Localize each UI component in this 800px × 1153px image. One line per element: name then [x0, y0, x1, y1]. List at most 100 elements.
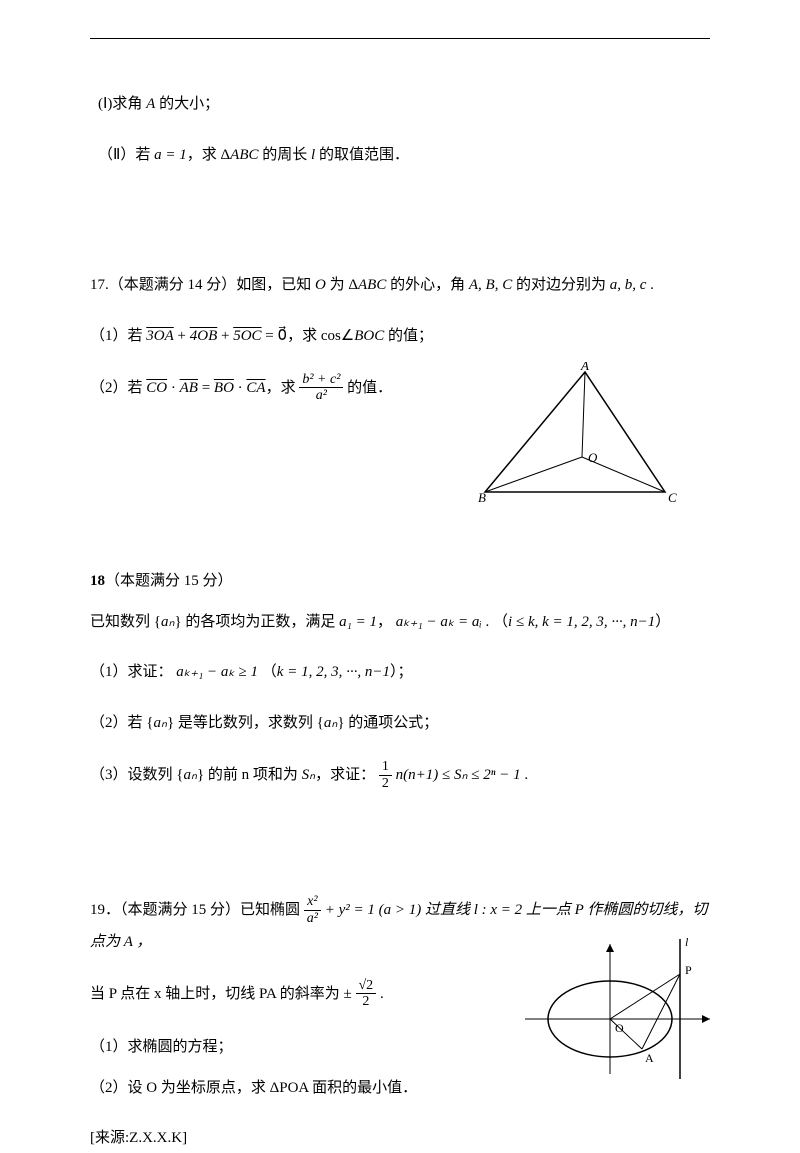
- q17-p2-suf: 的值．: [347, 380, 392, 396]
- q18-i-a1: a₁ = 1: [339, 614, 377, 630]
- q17-h-O: O: [315, 277, 326, 293]
- q18-p3-mid: } 的前 n 项和为: [197, 767, 302, 783]
- q17-p2-frac: b² + c² a²: [299, 372, 343, 405]
- label-o: O: [588, 450, 598, 465]
- q18-part1: （1）求证： aₖ₊₁ − aₖ ≥ 1 （k = 1, 2, 3, ···, …: [90, 658, 710, 687]
- q18-p3-Sn2: Sₙ: [454, 767, 467, 783]
- q18-p2-mid: } 是等比数列，求数列 {: [167, 715, 324, 731]
- q17-p1-pre: （1）若: [90, 328, 146, 344]
- q17-p1-ang: BOC: [354, 328, 384, 344]
- q18-p3-frac: 1 2: [379, 759, 392, 792]
- q19-src: [来源:Z.X.X.K]: [90, 1130, 187, 1146]
- q17-h-b: 为 Δ: [326, 277, 358, 293]
- q18-i-cond: i ≤ k, k = 1, 2, 3, ···, n−1: [508, 614, 655, 630]
- q17-h-e: .: [646, 277, 654, 293]
- q19-f1-num: x²: [304, 894, 321, 910]
- y-arrow-icon: [606, 944, 614, 952]
- q17-p1-plus2: +: [217, 328, 233, 344]
- q17-p1-plus: +: [174, 328, 190, 344]
- q16-p2-mid2: 的周长: [259, 147, 312, 163]
- q18-p3-eq1: n(n+1) ≤: [396, 767, 454, 783]
- q19-l2-a: 当 P 点在 x 轴上时，切线 PA 的斜率为 ±: [90, 986, 356, 1002]
- q17-p2-r2: CA: [246, 380, 265, 396]
- q18-p1-pre: （1）求证：: [90, 664, 176, 680]
- q18-p2-suf: } 的通项公式；: [337, 715, 438, 731]
- q18-p2-pre: （2）若 {: [90, 715, 153, 731]
- label-p: P: [685, 963, 692, 977]
- q17-p2-pre: （2）若: [90, 380, 146, 396]
- q18-p3-pre: （3）设数列 {: [90, 767, 183, 783]
- q19-f2-den: 2: [356, 994, 377, 1011]
- q17-p2-mid: ，求: [266, 380, 300, 396]
- q19-header: 19．（本题满分 15 分）已知椭圆 x² a² + y² = 1 (a > 1…: [90, 894, 710, 956]
- q18-i-a: 已知数列 {: [90, 614, 161, 630]
- page-top-rule: [90, 38, 710, 39]
- q17-figure: A B C O: [470, 362, 680, 512]
- q19-line2: 当 P 点在 x 轴上时，切线 PA 的斜率为 ± √2 2 .: [90, 978, 510, 1011]
- q16-p2-prefix: （Ⅱ）若: [98, 147, 154, 163]
- q17-part2: （2）若 CO · AB = BO · CA，求 b² + c² a² 的值． …: [90, 372, 710, 405]
- q18-p2-an1: aₙ: [153, 715, 166, 731]
- q16-p1-var: A: [146, 96, 155, 112]
- q17-p1-suf: 的值；: [384, 328, 433, 344]
- q17-header: 17.（本题满分 14 分）如图，已知 O 为 ΔABC 的外心，角 A, B,…: [90, 271, 710, 300]
- q19-p2: （2）设 O 为坐标原点，求 ΔPOA 面积的最小值．: [90, 1080, 417, 1096]
- q18-i-c: ，: [377, 614, 396, 630]
- q16-p1-prefix: (Ⅰ)求角: [98, 96, 146, 112]
- q18-num: 18: [90, 573, 105, 589]
- q16-p2-tri: ABC: [230, 147, 258, 163]
- q18-f-den: 2: [379, 776, 392, 793]
- q17-p2-l2: AB: [180, 380, 198, 396]
- q17-p1-v3: 5OC: [233, 328, 261, 344]
- q18-f-num: 1: [379, 759, 392, 775]
- q19-figure: O P A l: [520, 934, 720, 1084]
- q18-i-e: ）: [655, 614, 670, 630]
- q17-p1-v1: 3OA: [146, 328, 174, 344]
- q18-i-b: } 的各项均为正数，满足: [174, 614, 339, 630]
- q17-h-sides: a, b, c: [610, 277, 647, 293]
- q17-p1-eq: = 0⃗: [262, 328, 288, 344]
- q19-f2-num: √2: [356, 978, 377, 994]
- q17-p2-l1: CO: [146, 380, 167, 396]
- q18-p3-eq2: ≤ 2ⁿ − 1: [467, 767, 520, 783]
- q17-part1: （1）若 3OA + 4OB + 5OC = 0⃗，求 cos∠BOC 的值；: [90, 322, 710, 351]
- q17-p2-dot: ·: [167, 380, 180, 396]
- q17-h-a: 17.（本题满分 14 分）如图，已知: [90, 277, 315, 293]
- q18-i-an: aₙ: [161, 614, 174, 630]
- q16-p2-cond: a = 1: [154, 147, 187, 163]
- q17-p2-eq: =: [198, 380, 214, 396]
- q17-h-ang: A, B, C: [469, 277, 512, 293]
- triangle-outline: [485, 372, 665, 492]
- q18-p3-mid2: ，求证：: [315, 767, 379, 783]
- q17-h-c: 的外心，角: [386, 277, 469, 293]
- q19-source: [来源:Z.X.X.K]: [90, 1124, 710, 1153]
- q17-frac-den: a²: [299, 388, 343, 405]
- line-oa: [582, 372, 585, 457]
- q19-frac1: x² a²: [304, 894, 321, 927]
- q17-h-d: 的对边分别为: [512, 277, 610, 293]
- q18-i-rec: aₖ₊₁ − aₖ = aᵢ: [396, 614, 482, 630]
- q19-l2-b: .: [380, 986, 384, 1002]
- q19-h-a: 19．（本题满分 15 分）已知椭圆: [90, 902, 304, 918]
- q16-part2: （Ⅱ）若 a = 1，求 ΔABC 的周长 l 的取值范围．: [90, 141, 710, 170]
- q18-p1-eq: aₖ₊₁ − aₖ ≥ 1: [176, 664, 258, 680]
- q18-p1-cond: k = 1, 2, 3, ···, n−1: [277, 664, 390, 680]
- q19-f1-den: a²: [304, 911, 321, 928]
- q17-p2-dot2: ·: [234, 380, 247, 396]
- q16-part1: (Ⅰ)求角 A 的大小；: [90, 90, 710, 119]
- label-c: C: [668, 490, 677, 505]
- q18-part2: （2）若 {aₙ} 是等比数列，求数列 {aₙ} 的通项公式；: [90, 709, 710, 738]
- q17-frac-num: b² + c²: [299, 372, 343, 388]
- label-a: A: [645, 1051, 654, 1065]
- q18-intro: 已知数列 {aₙ} 的各项均为正数，满足 a₁ = 1， aₖ₊₁ − aₖ =…: [90, 608, 710, 637]
- q18-p1-sp: （: [258, 664, 277, 680]
- q18-i-d: . （: [482, 614, 508, 630]
- q19-frac2: √2 2: [356, 978, 377, 1011]
- q18-hdr-b: （本题满分 15 分）: [105, 573, 233, 589]
- label-a: A: [580, 362, 589, 373]
- label-o: O: [615, 1021, 624, 1035]
- q17-p1-mid: ，求 cos∠: [287, 328, 354, 344]
- q18-p1-suf: ）；: [390, 664, 413, 680]
- x-arrow-icon: [702, 1015, 710, 1023]
- q16-p2-suffix: 的取值范围．: [315, 147, 409, 163]
